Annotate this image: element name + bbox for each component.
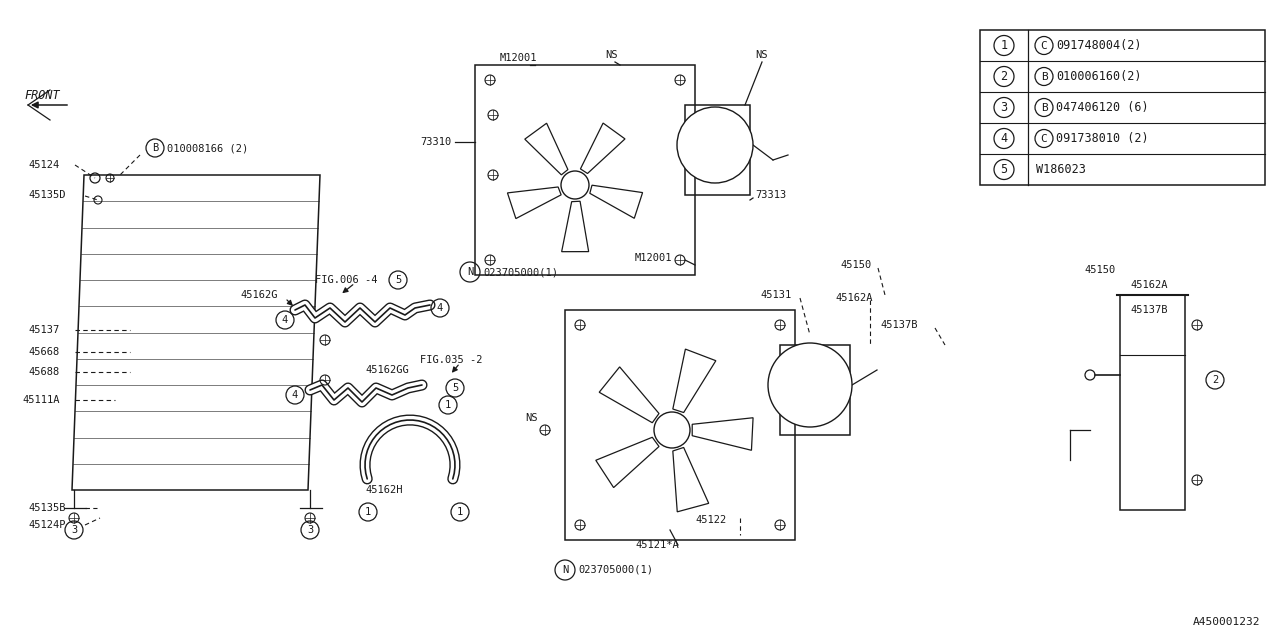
Polygon shape bbox=[595, 437, 659, 488]
Text: 45111A: 45111A bbox=[22, 395, 59, 405]
Text: 45124: 45124 bbox=[28, 160, 59, 170]
Text: 1: 1 bbox=[457, 507, 463, 517]
Polygon shape bbox=[72, 175, 320, 490]
Polygon shape bbox=[562, 201, 589, 252]
Text: 73310: 73310 bbox=[420, 137, 452, 147]
Text: 010006160(2): 010006160(2) bbox=[1056, 70, 1142, 83]
Text: NS: NS bbox=[525, 413, 538, 423]
Polygon shape bbox=[673, 349, 716, 413]
Text: 5: 5 bbox=[452, 383, 458, 393]
Text: 091738010 (2): 091738010 (2) bbox=[1056, 132, 1148, 145]
Bar bbox=[564, 310, 795, 540]
Text: FIG.006 -4: FIG.006 -4 bbox=[315, 275, 378, 285]
Text: B: B bbox=[152, 143, 159, 153]
Text: 1: 1 bbox=[365, 507, 371, 517]
Bar bbox=[980, 30, 1265, 185]
Text: 45131: 45131 bbox=[760, 290, 791, 300]
Text: 3: 3 bbox=[1001, 101, 1007, 114]
Polygon shape bbox=[507, 187, 561, 219]
Bar bbox=[685, 105, 750, 195]
Bar bbox=[475, 65, 695, 275]
Text: 4: 4 bbox=[292, 390, 298, 400]
Text: N: N bbox=[562, 565, 568, 575]
Text: N: N bbox=[467, 267, 474, 277]
Bar bbox=[1120, 295, 1185, 510]
Text: 45668: 45668 bbox=[28, 347, 59, 357]
Text: 45135D: 45135D bbox=[28, 190, 65, 200]
Text: 45121*A: 45121*A bbox=[635, 540, 678, 550]
Circle shape bbox=[677, 107, 753, 183]
Text: 2: 2 bbox=[1001, 70, 1007, 83]
Text: 4: 4 bbox=[1001, 132, 1007, 145]
Polygon shape bbox=[525, 124, 568, 175]
Text: 010008166 (2): 010008166 (2) bbox=[166, 143, 248, 153]
Text: NS: NS bbox=[605, 50, 617, 60]
Text: 45124P: 45124P bbox=[28, 520, 65, 530]
Polygon shape bbox=[599, 367, 659, 423]
Circle shape bbox=[561, 171, 589, 199]
Text: 45162GG: 45162GG bbox=[365, 365, 408, 375]
Text: 047406120 (6): 047406120 (6) bbox=[1056, 101, 1148, 114]
Text: 023705000(1): 023705000(1) bbox=[579, 565, 653, 575]
Text: 45137: 45137 bbox=[28, 325, 59, 335]
Text: 45162A: 45162A bbox=[1130, 280, 1167, 290]
Text: B: B bbox=[1041, 72, 1047, 81]
Text: 4: 4 bbox=[282, 315, 288, 325]
Text: 091748004(2): 091748004(2) bbox=[1056, 39, 1142, 52]
Text: FRONT: FRONT bbox=[24, 88, 60, 102]
Text: 73313: 73313 bbox=[755, 190, 786, 200]
Polygon shape bbox=[692, 418, 753, 451]
Text: 45162H: 45162H bbox=[365, 485, 402, 495]
Bar bbox=[780, 345, 850, 435]
Text: M12001: M12001 bbox=[500, 53, 538, 63]
Circle shape bbox=[654, 412, 690, 448]
Text: A450001232: A450001232 bbox=[1193, 617, 1260, 627]
Text: NS: NS bbox=[755, 50, 768, 60]
Polygon shape bbox=[590, 185, 643, 218]
Text: 45162A: 45162A bbox=[835, 293, 873, 303]
Text: 45135B: 45135B bbox=[28, 503, 65, 513]
Text: C: C bbox=[1041, 134, 1047, 143]
Text: 5: 5 bbox=[1001, 163, 1007, 176]
Text: 3: 3 bbox=[307, 525, 314, 535]
Text: 023705000(1): 023705000(1) bbox=[483, 267, 558, 277]
Text: C: C bbox=[1041, 40, 1047, 51]
Text: 45150: 45150 bbox=[840, 260, 872, 270]
Text: 5: 5 bbox=[394, 275, 401, 285]
Text: 1: 1 bbox=[445, 400, 451, 410]
Circle shape bbox=[768, 343, 852, 427]
Text: 45688: 45688 bbox=[28, 367, 59, 377]
Text: 45162G: 45162G bbox=[241, 290, 278, 300]
Polygon shape bbox=[580, 123, 625, 173]
Text: 3: 3 bbox=[70, 525, 77, 535]
Text: 45150: 45150 bbox=[1084, 265, 1116, 275]
Text: 45137B: 45137B bbox=[881, 320, 918, 330]
Text: 45122: 45122 bbox=[695, 515, 726, 525]
Text: 2: 2 bbox=[1212, 375, 1219, 385]
Text: W186023: W186023 bbox=[1036, 163, 1085, 176]
Text: 45137B: 45137B bbox=[1130, 305, 1167, 315]
Text: B: B bbox=[1041, 102, 1047, 113]
Text: FIG.035 -2: FIG.035 -2 bbox=[420, 355, 483, 365]
Polygon shape bbox=[673, 447, 709, 512]
Text: M12001: M12001 bbox=[635, 253, 672, 263]
Text: 1: 1 bbox=[1001, 39, 1007, 52]
Text: 4: 4 bbox=[436, 303, 443, 313]
